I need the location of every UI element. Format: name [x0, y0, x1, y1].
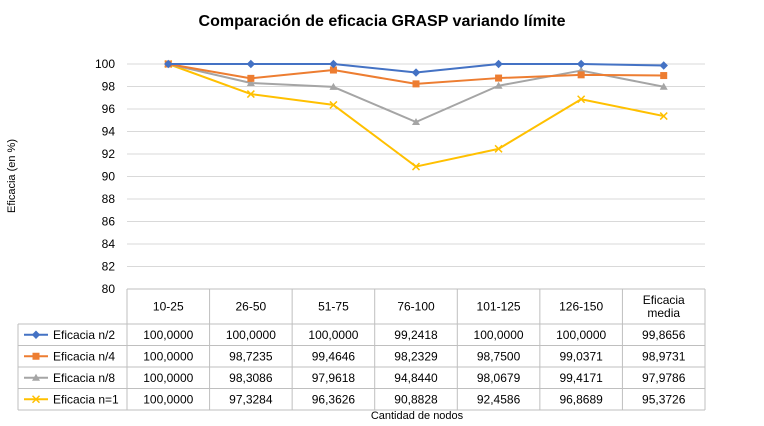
data-label: 99,0371 [559, 349, 603, 363]
y-tick-label: 84 [102, 237, 116, 251]
data-label: 96,3626 [312, 392, 356, 406]
legend-entry: Eficacia n=1 [53, 392, 119, 406]
data-point [494, 81, 503, 89]
data-label: 99,8656 [642, 328, 686, 342]
data-label: 99,4646 [312, 349, 356, 363]
legend-entry: Eficacia n/4 [53, 349, 115, 363]
data-label: 95,3726 [642, 392, 686, 406]
data-label: 99,4171 [559, 371, 603, 385]
data-point [659, 82, 668, 90]
data-point [577, 71, 585, 79]
data-point [659, 61, 668, 70]
chart-title: Comparación de eficacia GRASP variando l… [198, 13, 566, 30]
data-label: 98,0679 [477, 371, 521, 385]
series-line [167, 63, 664, 168]
x-tick-label: 51-75 [318, 300, 349, 314]
data-label: 100,0000 [143, 349, 193, 363]
y-tick-label: 80 [102, 282, 116, 296]
data-label: 100,0000 [143, 328, 193, 342]
y-tick-label: 82 [102, 260, 116, 274]
y-tick-label: 100 [95, 57, 115, 71]
data-point [247, 74, 255, 82]
legend-key-marker [32, 373, 40, 381]
data-label: 100,0000 [308, 328, 358, 342]
data-point [494, 59, 503, 69]
data-point [412, 118, 420, 126]
data-label: 100,0000 [143, 371, 193, 385]
data-point [329, 59, 338, 69]
data-label: 99,2418 [394, 328, 438, 342]
y-tick-label: 92 [102, 147, 116, 161]
data-point [246, 79, 255, 87]
y-tick-label: 86 [102, 215, 116, 229]
y-tick-label: 98 [102, 80, 116, 94]
x-tick-label: 76-100 [397, 300, 435, 314]
data-point [164, 59, 173, 69]
data-point [495, 74, 503, 82]
data-label: 97,3284 [229, 392, 273, 406]
x-axis-label: Cantidad de nodos [370, 410, 464, 422]
x-tick-label: 10-25 [153, 300, 184, 314]
y-tick-label: 96 [102, 102, 116, 116]
data-point [329, 82, 338, 90]
y-tick-label: 90 [102, 170, 116, 184]
data-label: 97,9618 [312, 371, 356, 385]
data-label: 98,2329 [394, 349, 438, 363]
data-point [246, 59, 256, 69]
data-point [577, 95, 586, 104]
data-point [411, 162, 421, 171]
y-tick-label: 94 [102, 125, 116, 139]
data-label: 100,0000 [556, 328, 606, 342]
data-label: 94,8440 [394, 371, 438, 385]
data-label: 90,8828 [394, 392, 438, 406]
data-point [329, 100, 338, 109]
data-label: 98,7235 [229, 349, 273, 363]
data-point [659, 112, 668, 121]
data-point [576, 59, 586, 69]
data-label: 92,4586 [477, 392, 521, 406]
data-point [660, 72, 668, 80]
data-label: 98,3086 [229, 371, 273, 385]
y-tick-label: 88 [102, 192, 116, 206]
x-tick-label: 126-150 [559, 300, 603, 314]
data-label: 98,7500 [477, 349, 521, 363]
data-point [329, 66, 337, 74]
data-label: 100,0000 [143, 392, 193, 406]
data-label: 100,0000 [474, 328, 524, 342]
legend-entry: Eficacia n/2 [53, 328, 115, 342]
data-label: 97,9786 [642, 371, 686, 385]
legend-entry: Eficacia n/8 [53, 371, 115, 385]
x-tick-label: Eficacia media [643, 293, 685, 320]
data-point [412, 80, 420, 88]
data-label: 100,0000 [226, 328, 276, 342]
legend-key-marker [31, 395, 41, 404]
x-tick-label: 26-50 [236, 300, 267, 314]
data-label: 96,8689 [559, 392, 603, 406]
data-point [411, 68, 421, 77]
legend-key-marker [32, 352, 40, 360]
x-tick-label: 101-125 [477, 300, 521, 314]
data-point [494, 144, 503, 153]
data-point [246, 90, 255, 99]
data-label: 98,9731 [642, 349, 686, 363]
legend-key-marker [31, 330, 41, 339]
